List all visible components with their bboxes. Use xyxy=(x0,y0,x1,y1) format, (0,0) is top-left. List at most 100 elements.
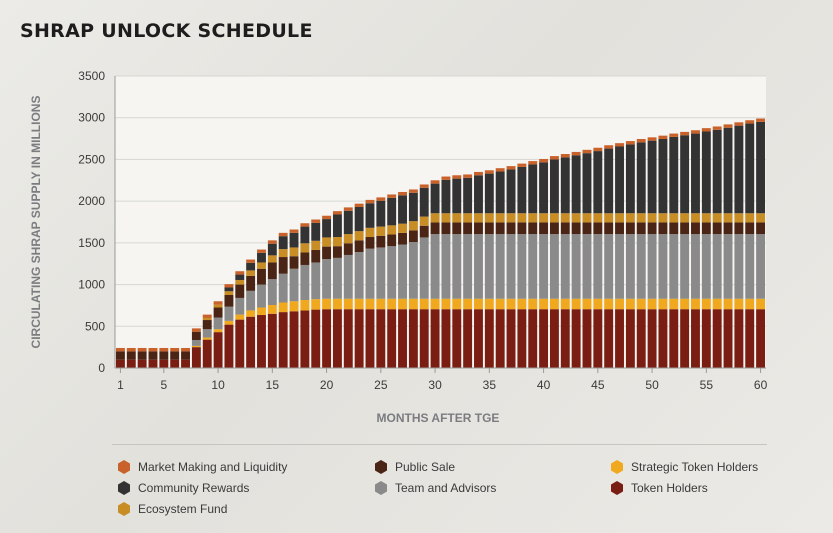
bar-segment xyxy=(495,234,505,299)
y-tick-label: 1500 xyxy=(78,236,105,250)
legend-item-team-and-advisors: Team and Advisors xyxy=(374,479,496,497)
legend-label: Market Making and Liquidity xyxy=(138,460,288,474)
bar-segment xyxy=(680,298,690,310)
bar-segment xyxy=(636,309,646,368)
bar-segment xyxy=(658,213,668,223)
bar-segment xyxy=(235,297,245,315)
bar-segment xyxy=(354,206,364,232)
y-tick-label: 2000 xyxy=(78,194,105,208)
hexagon-icon xyxy=(611,481,623,495)
bar-segment xyxy=(148,351,158,360)
bar-segment xyxy=(408,242,418,299)
legend-label: Public Sale xyxy=(395,460,456,474)
bar-segment xyxy=(322,237,332,247)
bar-segment xyxy=(191,331,201,341)
bar-segment xyxy=(343,243,353,255)
bar-segment xyxy=(278,257,288,274)
bar-segment xyxy=(506,298,516,310)
bar-segment xyxy=(745,234,755,299)
bar-segment xyxy=(126,347,136,352)
legend-divider xyxy=(112,444,767,445)
x-tick-label: 25 xyxy=(374,378,388,392)
bar-segment xyxy=(148,359,158,368)
bar-segment xyxy=(517,298,527,310)
bar-segment xyxy=(202,337,212,340)
bar-segment xyxy=(365,248,375,299)
bar-segment xyxy=(528,234,538,299)
bar-segment xyxy=(115,359,125,368)
bar-segment xyxy=(691,309,700,368)
bar-segment xyxy=(691,133,700,214)
bar-segment xyxy=(387,197,397,226)
bar-segment xyxy=(658,138,668,214)
bar-segment xyxy=(419,309,429,368)
bar-segment xyxy=(398,195,407,224)
bar-segment xyxy=(528,298,538,310)
bar-segment xyxy=(430,234,440,299)
bar-segment xyxy=(246,270,256,276)
bar-segment xyxy=(636,234,646,299)
bar-segment xyxy=(484,222,494,235)
bar-segment xyxy=(376,309,386,368)
bar-segment xyxy=(593,213,603,223)
bar-segment xyxy=(691,130,700,134)
bar-segment xyxy=(691,222,700,235)
bar-segment xyxy=(625,144,635,214)
bar-segment xyxy=(332,214,342,238)
bar-segment xyxy=(311,222,321,241)
y-axis: 0 500 1000 1500 2000 2500 3000 3500 xyxy=(78,69,116,375)
bar-segment xyxy=(474,309,483,368)
bars-group xyxy=(115,118,766,368)
bar-segment xyxy=(680,213,690,223)
bar-segment xyxy=(571,309,581,368)
bar-segment xyxy=(311,240,321,250)
bar-segment xyxy=(615,298,624,310)
bar-segment xyxy=(593,234,603,299)
bar-segment xyxy=(680,234,690,299)
bar-segment xyxy=(191,345,201,348)
bar-segment xyxy=(354,240,364,253)
bar-segment xyxy=(408,309,418,368)
legend-label: Strategic Token Holders xyxy=(631,460,759,474)
bar-segment xyxy=(745,309,755,368)
bar-segment xyxy=(463,222,473,235)
bar-segment xyxy=(582,222,592,235)
hexagon-icon xyxy=(375,481,387,495)
bar-segment xyxy=(517,166,527,214)
bar-segment xyxy=(712,126,722,130)
bar-segment xyxy=(680,309,690,368)
bar-segment xyxy=(213,317,223,330)
bar-segment xyxy=(658,309,668,368)
x-axis: 1 5 10 15 20 25 30 35 40 45 50 55 60 xyxy=(115,367,768,392)
bar-segment xyxy=(463,177,473,214)
x-tick-label: 45 xyxy=(591,378,605,392)
y-tick-label: 3000 xyxy=(78,111,105,125)
bar-segment xyxy=(430,180,440,184)
y-tick-label: 2500 xyxy=(78,152,105,166)
bar-segment xyxy=(745,213,755,223)
bar-segment xyxy=(300,226,310,244)
bar-segment xyxy=(756,234,766,299)
legend-item-token-holders: Token Holders xyxy=(610,479,708,497)
bar-segment xyxy=(300,300,310,311)
bar-segment xyxy=(430,309,440,368)
bar-segment xyxy=(159,359,169,368)
bar-segment xyxy=(712,129,722,214)
bar-segment xyxy=(343,254,353,299)
bar-segment xyxy=(408,221,418,231)
bar-segment xyxy=(257,262,266,269)
bar-segment xyxy=(224,287,234,292)
bar-segment xyxy=(289,268,299,302)
bar-segment xyxy=(430,183,440,214)
bar-segment xyxy=(322,309,332,368)
bar-segment xyxy=(560,234,570,299)
bar-segment xyxy=(691,234,700,299)
bar-segment xyxy=(430,213,440,223)
legend-label: Community Rewards xyxy=(138,481,250,495)
bar-segment xyxy=(213,307,223,318)
x-tick-label: 60 xyxy=(754,378,768,392)
x-tick-label: 15 xyxy=(266,378,280,392)
bar-segment xyxy=(311,262,321,300)
bar-segment xyxy=(604,234,614,299)
bar-segment xyxy=(669,234,679,299)
